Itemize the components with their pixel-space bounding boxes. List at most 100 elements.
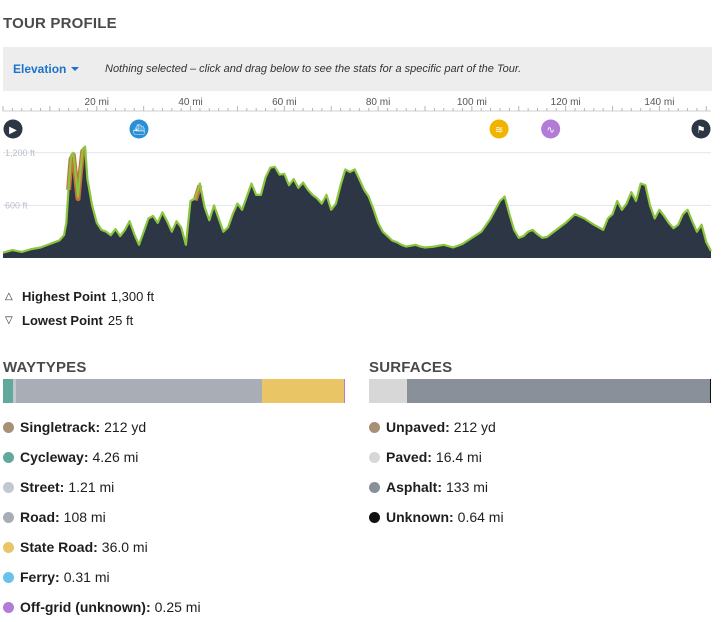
x-tick-label: 140 mi (644, 97, 674, 108)
waytype-legend-name: Road: (20, 509, 60, 525)
waytype-legend-item[interactable]: Street: 1.21 mi (3, 472, 201, 502)
marker-circle (129, 119, 149, 139)
lowest-point-row: ▽ Lowest Point 25 ft (5, 313, 133, 328)
waves-icon[interactable]: ≋ (489, 119, 509, 139)
surfaces-bar[interactable] (369, 379, 711, 403)
waytype-bar-segment[interactable] (261, 379, 344, 403)
waytype-legend-name: Singletrack: (20, 419, 101, 435)
waytype-legend-value: 212 yd (104, 419, 147, 435)
caret-down-icon (71, 67, 80, 71)
color-dot-icon (369, 481, 380, 493)
triangle-down-icon: ▽ (5, 315, 13, 326)
color-dot-icon (3, 601, 14, 613)
elevation-dropdown-label: Elevation (13, 62, 67, 76)
waytype-legend-item[interactable]: State Road: 36.0 mi (3, 532, 201, 562)
lowest-point-value: 25 ft (107, 313, 134, 328)
finish-icon[interactable]: ⚑ (691, 119, 711, 139)
surface-legend-name: Asphalt: (386, 479, 442, 495)
ferry-icon[interactable]: ⛴ (129, 119, 149, 139)
tour-markers: ▶ ⛴ ≋ ∿ ⚑ (3, 119, 711, 139)
waytype-legend-item[interactable]: Singletrack: 212 yd (3, 412, 201, 442)
waytype-legend-name: State Road: (20, 539, 98, 555)
highest-point-label: Highest Point (22, 289, 106, 304)
waytype-legend-value: 4.26 mi (92, 449, 139, 465)
waytype-legend-value: 0.25 mi (154, 599, 201, 615)
marker-glyph: ∿ (546, 125, 554, 136)
surface-legend-value: 212 yd (453, 419, 496, 435)
highest-point-value: 1,300 ft (110, 289, 155, 304)
elevation-dropdown[interactable]: Elevation (13, 62, 80, 76)
surface-bar-segment[interactable] (709, 379, 711, 403)
surface-legend-value: 16.4 mi (435, 449, 482, 465)
waytype-legend-value: 108 mi (63, 509, 106, 525)
marker-circle (541, 119, 561, 139)
profile-toolbar: Elevation Nothing selected – click and d… (3, 47, 712, 91)
waytypes-title: WAYTYPES (3, 359, 87, 376)
x-tick-label: 100 mi (457, 97, 487, 108)
elevation-chart[interactable]: 20 mi 40 mi 60 mi 80 mi 100 mi 120 mi 140 mi ▶… (0, 92, 714, 262)
marker-circle (691, 119, 711, 139)
surface-legend-name: Unknown: (386, 509, 454, 525)
waytype-legend-name: Cycleway: (20, 449, 89, 465)
color-dot-icon (3, 571, 14, 583)
waytype-legend-item[interactable]: Cycleway: 4.26 mi (3, 442, 201, 472)
selection-hint: Nothing selected – click and drag below … (105, 63, 522, 75)
x-tick-label: 60 mi (272, 97, 296, 108)
surface-legend-name: Paved: (386, 449, 432, 465)
waytype-legend-name: Off-grid (unknown): (20, 599, 151, 615)
surface-legend-item[interactable]: Paved: 16.4 mi (369, 442, 504, 472)
color-dot-icon (3, 421, 14, 433)
surfaces-legend: Unpaved: 212 yd Paved: 16.4 mi Asphalt: 133 m… (369, 412, 504, 532)
waytype-legend-name: Street: (20, 479, 65, 495)
x-axis: 20 mi 40 mi 60 mi 80 mi 100 mi 120 mi 140 mi (2, 97, 711, 112)
waytype-legend-name: Ferry: (20, 569, 60, 585)
surface-legend-item[interactable]: Unpaved: 212 yd (369, 412, 504, 442)
marker-glyph: ⚑ (697, 125, 706, 136)
color-dot-icon (369, 451, 380, 463)
elevation-area (3, 146, 711, 258)
waytype-legend-item[interactable]: Ferry: 0.31 mi (3, 562, 201, 592)
surface-legend-item[interactable]: Unknown: 0.64 mi (369, 502, 504, 532)
surface-legend-item[interactable]: Asphalt: 133 mi (369, 472, 504, 502)
marker-glyph: ≋ (495, 125, 503, 136)
surfaces-title: SURFACES (369, 359, 453, 376)
waytype-legend-value: 36.0 mi (101, 539, 148, 555)
waytype-legend-value: 0.31 mi (63, 569, 110, 585)
waytype-bar-segment[interactable] (3, 379, 13, 403)
color-dot-icon (369, 511, 380, 523)
waytype-bar-segment[interactable] (15, 379, 262, 403)
surface-legend-name: Unpaved: (386, 419, 450, 435)
surface-bar-segment[interactable] (406, 379, 710, 403)
marker-circle (3, 119, 23, 139)
start-icon[interactable]: ▶ (3, 119, 23, 139)
y-tick-label: 1,200 ft (5, 148, 36, 158)
marker-glyph: ⛴ (133, 124, 146, 136)
waytype-bar-segment[interactable] (343, 379, 345, 403)
x-tick-label: 120 mi (551, 97, 581, 108)
x-tick-label: 40 mi (178, 97, 202, 108)
highest-point-row: △ Highest Point 1,300 ft (5, 289, 154, 304)
x-tick-label: 80 mi (366, 97, 390, 108)
color-dot-icon (3, 451, 14, 463)
color-dot-icon (3, 511, 14, 523)
color-dot-icon (369, 421, 380, 433)
waytype-legend-value: 1.21 mi (68, 479, 115, 495)
color-dot-icon (3, 481, 14, 493)
waytype-legend-item[interactable]: Road: 108 mi (3, 502, 201, 532)
waytypes-bar[interactable] (3, 379, 345, 403)
x-tick-label: 20 mi (85, 97, 109, 108)
waytypes-legend: Singletrack: 212 yd Cycleway: 4.26 mi Street… (3, 412, 201, 622)
marker-glyph: ▶ (9, 125, 17, 136)
offgrid-icon[interactable]: ∿ (541, 119, 561, 139)
waytype-legend-item[interactable]: Off-grid (unknown): 0.25 mi (3, 592, 201, 622)
color-dot-icon (3, 541, 14, 553)
surface-bar-segment[interactable] (369, 379, 407, 403)
waytype-bar-segment[interactable] (12, 379, 16, 403)
waytype-bar-segment[interactable] (344, 379, 345, 403)
lowest-point-label: Lowest Point (22, 313, 103, 328)
tour-profile-title: TOUR PROFILE (3, 15, 117, 32)
surface-legend-value: 0.64 mi (457, 509, 504, 525)
surface-legend-value: 133 mi (446, 479, 489, 495)
marker-circle (489, 119, 509, 139)
elevation-area-group (2, 145, 712, 258)
